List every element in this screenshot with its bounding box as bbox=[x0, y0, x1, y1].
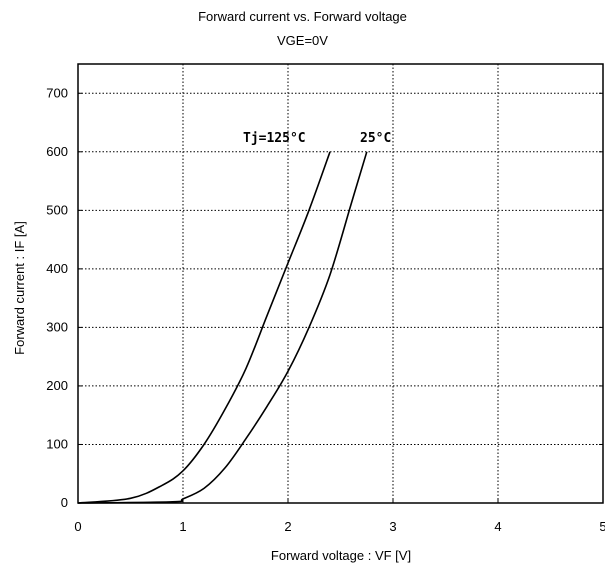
plot-frame bbox=[77, 63, 604, 504]
y-tick-label: 700 bbox=[46, 85, 68, 100]
x-tick-label: 5 bbox=[599, 519, 605, 534]
x-tick-label: 4 bbox=[494, 519, 501, 534]
series-label-25c: 25°C bbox=[360, 131, 391, 146]
series-group bbox=[77, 151, 368, 504]
y-axis-label: Forward current : IF [A] bbox=[12, 221, 27, 355]
x-tick-label: 1 bbox=[179, 519, 186, 534]
y-tick-label: 300 bbox=[46, 319, 68, 334]
y-tick-label: 500 bbox=[46, 202, 68, 217]
y-tick-label: 200 bbox=[46, 378, 68, 393]
grid bbox=[78, 64, 603, 503]
series-line-0 bbox=[77, 151, 331, 504]
y-tick-label: 100 bbox=[46, 436, 68, 451]
y-tick-label: 600 bbox=[46, 144, 68, 159]
chart-title: Forward current vs. Forward voltage bbox=[198, 9, 407, 24]
y-tick-label: 400 bbox=[46, 261, 68, 276]
x-tick-label: 3 bbox=[389, 519, 396, 534]
x-tick-label: 2 bbox=[284, 519, 291, 534]
x-tick-label: 0 bbox=[74, 519, 81, 534]
ticks: 0 1 2 3 4 5 0 100 200 300 400 500 600 700 bbox=[46, 85, 605, 534]
chart-subtitle: VGE=0V bbox=[277, 33, 328, 48]
y-tick-label: 0 bbox=[61, 495, 68, 510]
series-label-125c: Tj=125°C bbox=[243, 131, 306, 146]
x-axis-label: Forward voltage : VF [V] bbox=[271, 548, 411, 563]
series-line-1 bbox=[77, 151, 368, 504]
